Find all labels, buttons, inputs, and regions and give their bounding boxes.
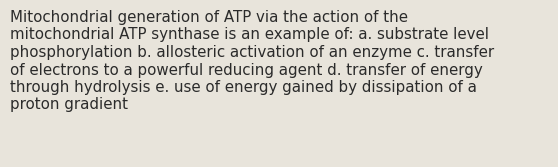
Text: proton gradient: proton gradient (10, 98, 128, 113)
Text: through hydrolysis e. use of energy gained by dissipation of a: through hydrolysis e. use of energy gain… (10, 80, 477, 95)
Text: of electrons to a powerful reducing agent d. transfer of energy: of electrons to a powerful reducing agen… (10, 62, 483, 77)
Text: phosphorylation b. allosteric activation of an enzyme c. transfer: phosphorylation b. allosteric activation… (10, 45, 494, 60)
Text: mitochondrial ATP synthase is an example of: a. substrate level: mitochondrial ATP synthase is an example… (10, 28, 489, 42)
Text: Mitochondrial generation of ATP via the action of the: Mitochondrial generation of ATP via the … (10, 10, 408, 25)
